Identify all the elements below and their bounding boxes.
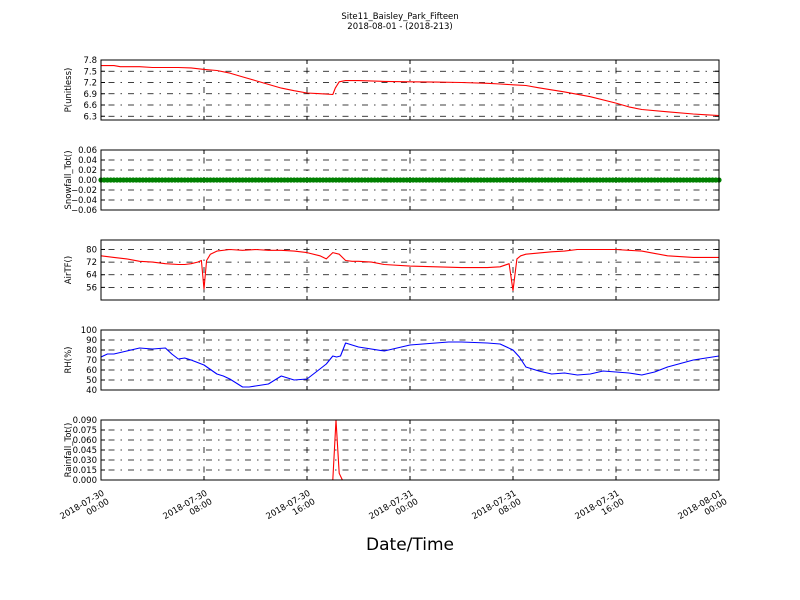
- y-tick-label: 0.000: [73, 476, 97, 486]
- plot-frame: [100, 419, 720, 481]
- series-line: [101, 65, 720, 117]
- y-tick-label: 90: [86, 336, 97, 346]
- series-line: [100, 248, 719, 292]
- y-tick-label: 6.9: [83, 90, 97, 100]
- y-tick-label: 80: [86, 346, 97, 356]
- y-tick-label: −0.04: [71, 196, 97, 206]
- y-tick-label: 7.8: [83, 56, 97, 66]
- x-axis-label: Date/Time: [366, 535, 454, 555]
- series-line: [100, 341, 720, 388]
- y-tick-label: 6.3: [83, 112, 97, 122]
- x-axis-ticks: 2018-07-3000:00 2018-07-3008:00 2018-07-30…: [59, 489, 730, 531]
- y-tick-label: 7.2: [83, 79, 97, 89]
- y-axis-label: AirTF(): [64, 256, 74, 284]
- x-tick-label: 2018-07-3100:00: [368, 489, 421, 531]
- y-tick-label: 60: [86, 366, 97, 376]
- plot-frame: [100, 149, 720, 211]
- subplot-5: 0.0000.0150.0300.0450.0600.0750.090Rainf…: [64, 416, 720, 486]
- chart-title-line1: Site11_Baisley_Park_Fifteen: [341, 12, 458, 22]
- y-tick-label: 0.04: [78, 156, 97, 166]
- x-tick-label: 2018-07-3108:00: [471, 489, 524, 531]
- series-points: [98, 177, 722, 183]
- x-tick-label: 2018-07-3016:00: [265, 489, 318, 531]
- y-tick-label: 7.5: [83, 67, 97, 77]
- y-tick-label: 72: [86, 258, 97, 268]
- y-tick-label: 0.00: [78, 176, 97, 186]
- y-tick-label: 0.075: [73, 426, 97, 436]
- subplot-1: 6.36.66.97.2 7.57.8 P(unitless): [64, 56, 720, 122]
- x-tick-label: 2018-07-3008:00: [162, 489, 215, 531]
- subplot-2: −0.06−0.04−0.020.000.020.040.06 Snowfall_…: [64, 146, 722, 216]
- y-tick-label: 0.015: [73, 466, 97, 476]
- y-tick-label: 0.045: [73, 446, 97, 456]
- y-tick-label: 80: [86, 245, 97, 255]
- y-tick-label: −0.06: [71, 206, 97, 216]
- y-tick-label: 100: [81, 326, 97, 336]
- y-axis-label: P(unitless): [64, 68, 74, 113]
- y-tick-label: 0.02: [78, 166, 97, 176]
- y-axis-label: Snowfall_Tot(): [64, 150, 74, 209]
- y-tick-label: 64: [86, 271, 97, 281]
- y-tick-label: 0.030: [73, 456, 97, 466]
- y-axis-label: RH(%): [64, 346, 74, 373]
- subplot-3: 56 64 72 80 AirTF(): [64, 239, 720, 301]
- x-tick-label: 2018-07-3116:00: [574, 489, 627, 531]
- y-tick-label: 50: [86, 376, 97, 386]
- chart-title-line2: 2018-08-01 - (2018-213): [347, 22, 452, 32]
- y-axis-label: Rainfall_Tot(): [64, 423, 74, 478]
- y-tick-label: 6.6: [83, 101, 97, 111]
- y-tick-label: 0.060: [73, 436, 97, 446]
- plot-frame: [100, 59, 720, 121]
- y-tick-label: 40: [86, 386, 97, 396]
- plot-frame: [100, 239, 720, 301]
- y-tick-label: 0.090: [73, 416, 97, 426]
- subplot-panels: 6.36.66.97.2 7.57.8 P(unitless) −0.06−0.04−…: [64, 56, 722, 486]
- y-tick-label: 56: [86, 283, 97, 293]
- plot-frame: [100, 329, 720, 391]
- y-tick-label: −0.02: [71, 186, 97, 196]
- y-tick-label: 70: [86, 356, 97, 366]
- x-tick-label: 2018-07-3000:00: [59, 489, 112, 531]
- y-tick-label: 0.06: [78, 146, 97, 156]
- x-tick-label: 2018-08-0100:00: [677, 489, 730, 531]
